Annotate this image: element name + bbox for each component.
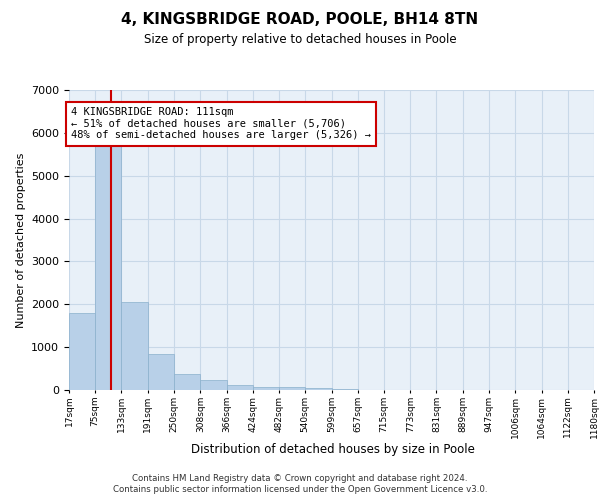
Text: Size of property relative to detached houses in Poole: Size of property relative to detached ho… xyxy=(143,32,457,46)
Bar xyxy=(279,386,305,390)
Text: 4, KINGSBRIDGE ROAD, POOLE, BH14 8TN: 4, KINGSBRIDGE ROAD, POOLE, BH14 8TN xyxy=(121,12,479,28)
Bar xyxy=(69,313,95,390)
Text: Distribution of detached houses by size in Poole: Distribution of detached houses by size … xyxy=(191,442,475,456)
Bar xyxy=(121,302,148,390)
Bar xyxy=(305,388,332,390)
Bar xyxy=(227,385,253,390)
Bar xyxy=(332,389,358,390)
Y-axis label: Number of detached properties: Number of detached properties xyxy=(16,152,26,328)
Bar xyxy=(95,144,121,390)
Bar xyxy=(200,380,227,390)
Bar xyxy=(148,354,174,390)
Text: 4 KINGSBRIDGE ROAD: 111sqm
← 51% of detached houses are smaller (5,706)
48% of s: 4 KINGSBRIDGE ROAD: 111sqm ← 51% of deta… xyxy=(71,107,371,140)
Bar xyxy=(174,374,200,390)
Text: Contains HM Land Registry data © Crown copyright and database right 2024.
Contai: Contains HM Land Registry data © Crown c… xyxy=(113,474,487,494)
Bar xyxy=(253,387,279,390)
